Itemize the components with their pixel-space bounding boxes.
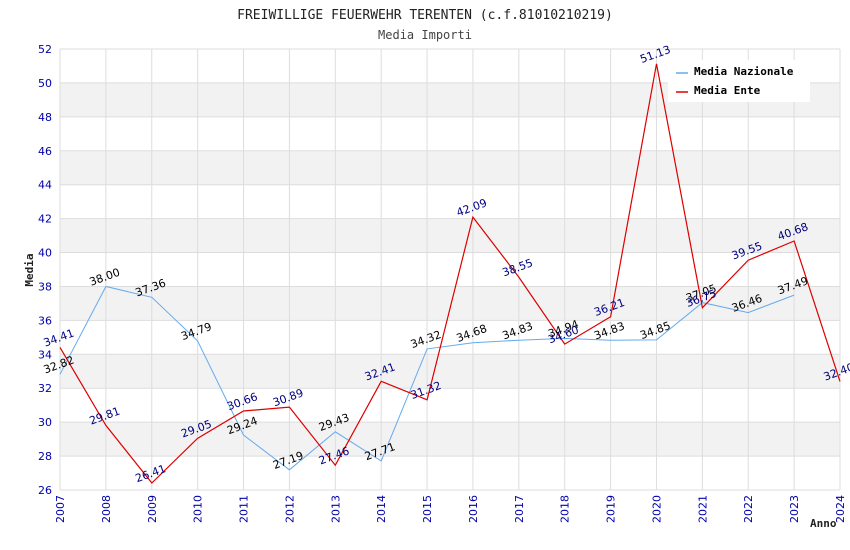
axis-ticks: 26 28 30 32 34 36 38 40 42 44 46 48 50 52 2007 2008 2009… <box>38 43 847 523</box>
grid-bands <box>60 82 840 457</box>
data-label: 51.13 <box>638 43 672 66</box>
x-tick-label: 2023 <box>788 495 801 523</box>
y-tick-label: 30 <box>38 416 52 429</box>
y-tick-label: 52 <box>38 43 52 56</box>
grid-band <box>60 218 840 253</box>
x-tick-label: 2007 <box>54 495 67 523</box>
y-tick-label: 38 <box>38 280 52 293</box>
x-tick-label: 2014 <box>375 495 388 523</box>
x-axis-label: Anno <box>810 517 837 530</box>
grid-band <box>60 150 840 185</box>
y-tick-label: 36 <box>38 314 52 327</box>
y-tick-label: 28 <box>38 450 52 463</box>
data-label: 34.83 <box>501 319 535 342</box>
data-label: 30.89 <box>271 386 305 409</box>
y-tick-label: 34 <box>38 348 52 361</box>
grid-band <box>60 354 840 389</box>
x-tick-label: 2013 <box>329 495 342 523</box>
data-label: 34.85 <box>638 319 672 342</box>
chart-subtitle: Media Importi <box>378 28 472 42</box>
x-tick-label: 2008 <box>100 495 113 523</box>
y-tick-label: 48 <box>38 111 52 124</box>
grid-lines <box>59 48 841 491</box>
series-line-media-ente <box>59 63 841 484</box>
x-tick-label: 2020 <box>650 495 663 523</box>
y-tick-label: 50 <box>38 77 52 90</box>
x-tick-label: 2019 <box>605 495 618 523</box>
y-tick-label: 46 <box>38 145 52 158</box>
x-tick-label: 2017 <box>513 495 526 523</box>
series-lines <box>59 63 841 484</box>
data-label: 34.41 <box>42 327 76 350</box>
data-label: 34.68 <box>455 322 489 345</box>
x-tick-label: 2024 <box>834 495 847 523</box>
data-label: 34.83 <box>592 319 626 342</box>
legend-box <box>668 60 810 102</box>
x-tick-label: 2018 <box>559 495 572 523</box>
x-tick-label: 2021 <box>696 495 709 523</box>
data-label: 38.00 <box>88 266 122 289</box>
series-line-media-nazionale <box>59 285 795 471</box>
data-label: 42.09 <box>455 196 489 219</box>
y-tick-label: 40 <box>38 247 52 260</box>
x-tick-label: 2022 <box>742 495 755 523</box>
x-tick-label: 2011 <box>238 495 251 523</box>
grid-band <box>60 422 840 457</box>
x-tick-label: 2012 <box>283 495 296 523</box>
legend: Media Nazionale Media Ente <box>668 60 810 102</box>
chart-title: FREIWILLIGE FEUERWEHR TERENTEN (c.f.8101… <box>237 8 613 23</box>
grid-band <box>60 286 840 321</box>
y-axis-label: Media <box>23 253 36 286</box>
x-tick-label: 2015 <box>421 495 434 523</box>
y-tick-label: 44 <box>38 179 52 192</box>
x-tick-label: 2009 <box>146 495 159 523</box>
x-tick-label: 2016 <box>467 495 480 523</box>
y-tick-label: 32 <box>38 382 52 395</box>
y-tick-label: 42 <box>38 213 52 226</box>
legend-entry-media-nazionale: Media Nazionale <box>694 65 794 78</box>
y-tick-label: 26 <box>38 484 52 497</box>
legend-entry-media-ente: Media Ente <box>694 84 761 97</box>
x-tick-label: 2010 <box>192 495 205 523</box>
